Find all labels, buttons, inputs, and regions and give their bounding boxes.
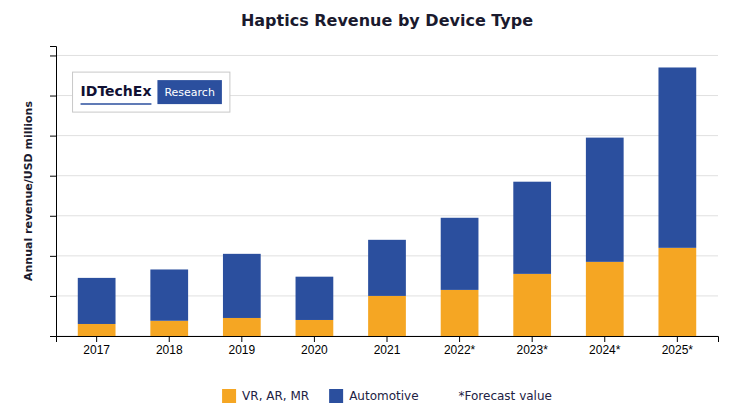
y-tick xyxy=(50,96,56,97)
legend: VR, AR, MR Automotive *Forecast value xyxy=(222,389,552,403)
x-tick-label: 2017 xyxy=(83,343,110,357)
y-tick xyxy=(50,216,56,217)
x-tick-mark xyxy=(241,336,242,342)
bar xyxy=(150,269,188,320)
y-tick xyxy=(50,176,56,177)
bar xyxy=(368,296,406,336)
y-tick-mark xyxy=(50,96,56,97)
x-tick-mark xyxy=(96,336,97,342)
x-tick: 2018 xyxy=(156,336,183,357)
x-tick-label: 2023* xyxy=(516,343,548,357)
y-tick-mark xyxy=(50,296,56,297)
badge-label: IDTechEx xyxy=(81,83,152,99)
y-tick xyxy=(50,55,56,56)
x-tick-label: 2020 xyxy=(301,343,328,357)
x-tick-label: 2021 xyxy=(374,343,401,357)
bar xyxy=(368,240,406,296)
grid-line xyxy=(56,55,718,56)
x-tick-label: 2022* xyxy=(444,343,476,357)
legend-swatch xyxy=(222,389,236,403)
x-axis-line xyxy=(57,337,719,343)
grid-line xyxy=(56,135,718,136)
y-tick-mark xyxy=(50,216,56,217)
grid xyxy=(56,55,718,336)
x-tick-mark xyxy=(677,336,678,342)
bar xyxy=(513,274,551,336)
y-tick-mark xyxy=(50,256,56,257)
x-tick: 2017 xyxy=(83,336,110,357)
x-axis: 2017 2018 2019 2020 2021 2022* 2023* 2024* 2025* xyxy=(57,336,719,357)
x-tick-label: 2018 xyxy=(156,343,183,357)
y-axis-line xyxy=(50,47,57,337)
bar xyxy=(658,248,696,336)
x-tick: 2024* xyxy=(589,336,621,357)
legend-label: VR, AR, MR xyxy=(242,389,309,403)
bar xyxy=(223,318,261,336)
legend-item: VR, AR, MR xyxy=(222,389,309,403)
x-tick: 2019 xyxy=(228,336,255,357)
badge-underline xyxy=(81,103,152,105)
badge-box xyxy=(73,72,230,112)
bar xyxy=(513,182,551,274)
y-tick-mark xyxy=(50,55,56,56)
bar xyxy=(586,138,624,262)
x-tick-mark xyxy=(387,336,388,342)
bar xyxy=(78,324,116,336)
y-axis-title: Annual revenue/USD millions xyxy=(22,101,35,281)
badge: IDTechEx Research xyxy=(73,72,230,112)
legend-swatch xyxy=(329,389,343,403)
bar xyxy=(296,320,334,336)
chart: 2017 2018 2019 2020 2021 2022* 2023* 2024* 2025*… xyxy=(0,0,738,416)
forecast-note: *Forecast value xyxy=(459,389,552,403)
y-tick-mark xyxy=(50,176,56,177)
x-tick-label: 2025* xyxy=(662,343,694,357)
badge-research-box xyxy=(157,80,221,104)
y-tick-mark xyxy=(50,336,56,337)
badge-research: Research xyxy=(164,86,214,99)
bar xyxy=(441,218,479,290)
title: Haptics Revenue by Device Type xyxy=(241,11,533,30)
legend-label: Automotive xyxy=(349,389,418,403)
y-tick-mark xyxy=(50,136,56,137)
y-tick xyxy=(50,256,56,257)
bar xyxy=(586,262,624,336)
x-tick: 2025* xyxy=(662,336,694,357)
x-tick-label: 2024* xyxy=(589,343,621,357)
bar xyxy=(150,321,188,336)
y-tick xyxy=(50,136,56,137)
y-tick xyxy=(50,336,56,337)
x-tick: 2020 xyxy=(301,336,328,357)
bar xyxy=(658,67,696,247)
x-tick-label: 2019 xyxy=(228,343,255,357)
bar xyxy=(223,254,261,318)
x-tick-mark xyxy=(169,336,170,342)
x-tick: 2022* xyxy=(444,336,476,357)
bar xyxy=(296,277,334,320)
x-tick-mark xyxy=(532,336,533,342)
x-tick-mark xyxy=(459,336,460,342)
plot-area: 2017 2018 2019 2020 2021 2022* 2023* 2024* 2025*… xyxy=(50,47,719,357)
bar xyxy=(441,290,479,336)
x-tick-mark xyxy=(314,336,315,342)
x-tick: 2021 xyxy=(374,336,401,357)
x-tick-mark xyxy=(604,336,605,342)
y-tick xyxy=(50,296,56,297)
x-tick: 2023* xyxy=(516,336,548,357)
y-axis xyxy=(50,47,57,337)
legend-item: Automotive xyxy=(329,389,418,403)
bar xyxy=(78,278,116,324)
